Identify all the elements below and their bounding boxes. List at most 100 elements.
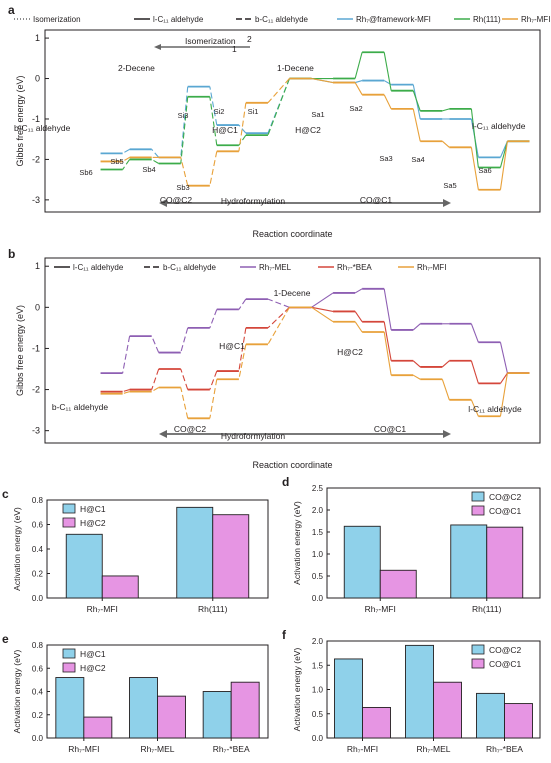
y-tick-label: 0.4: [32, 688, 44, 697]
x-tick-label: Rh₇-MEL: [416, 744, 450, 754]
legend-label: H@C1: [80, 649, 106, 659]
y-axis-label: Activation energy (eV): [292, 501, 302, 585]
connector: [412, 90, 421, 112]
annotation: H@C2: [337, 347, 363, 357]
y-tick-label: 0: [35, 302, 40, 312]
legend-label: Rh₇-MFI: [521, 15, 550, 24]
y-tick-label: 0.8: [32, 496, 44, 505]
x-tick-label: Rh₇-MEL: [140, 744, 174, 754]
connector: [122, 391, 130, 395]
connector: [238, 344, 247, 380]
y-tick-label: 0.2: [32, 711, 44, 720]
connector: [311, 306, 334, 312]
connector: [412, 360, 421, 368]
y-tick-label: 1.0: [312, 686, 324, 695]
y-tick-label: 2.0: [312, 506, 324, 515]
annotation: H@C2: [295, 125, 321, 135]
connector: [151, 148, 160, 158]
annotation: 2: [247, 34, 252, 44]
panel-b: -3 -2 -1 0 1 Gibbs free energy (eV) Reaction c…: [15, 257, 541, 470]
x-tick-label: Rh₇-MFI: [68, 744, 99, 754]
connector: [354, 288, 363, 294]
legend-swatch: [62, 648, 76, 659]
y-tick-label: 0.0: [312, 734, 324, 743]
legend-label: CO@C1: [489, 506, 522, 516]
annotation: Sb5: [110, 157, 123, 166]
x-axis-label: Reaction coordinate: [252, 229, 332, 239]
bar: [433, 681, 462, 739]
legend-label: l-C₁₁ aldehyde: [153, 15, 204, 24]
connector: [209, 96, 218, 146]
connector: [180, 368, 189, 390]
annotation: 1-Decene: [274, 288, 311, 298]
bar: [343, 525, 381, 599]
annotation: H@C1: [219, 341, 245, 351]
connector: [267, 306, 290, 329]
y-tick-label: 2.0: [312, 637, 324, 646]
legend-label: H@C1: [80, 504, 106, 514]
annotation: H@C1: [212, 125, 238, 135]
annotation: Sa2: [349, 104, 362, 113]
legend-label: l-C₁₁ aldehyde: [73, 263, 124, 272]
legend-swatch: [62, 517, 76, 528]
connector: [180, 327, 189, 353]
y-tick-label: -3: [32, 426, 40, 436]
annotation: Hydroformylation: [221, 196, 286, 206]
x-tick-label: Rh(111): [472, 604, 502, 614]
connector: [470, 147, 479, 190]
y-tick-label: -2: [32, 385, 40, 395]
connector: [383, 321, 392, 361]
legend-label: Isomerization: [33, 15, 81, 24]
legend-label: Rh₇-*BEA: [337, 263, 372, 272]
connector: [122, 159, 131, 170]
annotation: Isomerization: [185, 36, 236, 46]
annotation: Si2: [214, 107, 225, 116]
connector: [354, 311, 363, 323]
connector: [267, 307, 290, 345]
plot-frame: [44, 257, 541, 444]
legend-swatch: [62, 662, 76, 673]
connector: [209, 86, 218, 126]
legend-label: CO@C1: [489, 659, 522, 669]
connector: [412, 323, 421, 331]
annotation: CO@C1: [360, 195, 393, 205]
panel-e: e 0.0 0.2 0.4 0.6 0.8 Activation energy (eV) Rh…: [2, 632, 269, 754]
connector: [499, 141, 508, 190]
bar: [504, 703, 533, 739]
y-axis-label: Activation energy (eV): [292, 648, 302, 732]
y-tick-label: 0.0: [32, 594, 44, 603]
y-tick-label: 0.5: [312, 710, 324, 719]
connector: [122, 156, 130, 162]
connector: [209, 370, 218, 390]
connector: [354, 52, 363, 79]
legend-label: Rh₇-MFI: [417, 263, 446, 272]
legend-swatch: [471, 505, 485, 516]
connector: [151, 158, 159, 164]
annotation: Sa4: [411, 155, 424, 164]
annotation: 1-Decene: [277, 63, 314, 73]
connector: [122, 148, 130, 154]
y-tick-label: 0: [35, 74, 40, 84]
connector: [180, 96, 189, 164]
y-tick-label: 0.0: [312, 594, 324, 603]
annotation: Sa3: [379, 154, 392, 163]
connector: [442, 108, 450, 112]
bar: [202, 691, 232, 739]
connector: [412, 374, 421, 380]
annotation: Sb6: [79, 168, 92, 177]
panel-label-b: b: [8, 247, 15, 261]
connector: [354, 82, 363, 95]
legend-label: CO@C2: [489, 645, 522, 655]
connector: [311, 77, 334, 84]
connector: [209, 309, 218, 329]
connector: [180, 86, 189, 158]
connector: [441, 379, 450, 401]
connector: [383, 288, 392, 331]
connector: [354, 80, 363, 84]
annotation: l-C₁₁ aldehyde: [468, 404, 522, 414]
x-tick-label: Rh₇-MFI: [365, 604, 396, 614]
y-tick-label: 0.5: [312, 572, 324, 581]
connector: [209, 379, 218, 419]
y-axis-label: Gibbs free energy (eV): [15, 75, 25, 166]
bar: [334, 658, 363, 739]
